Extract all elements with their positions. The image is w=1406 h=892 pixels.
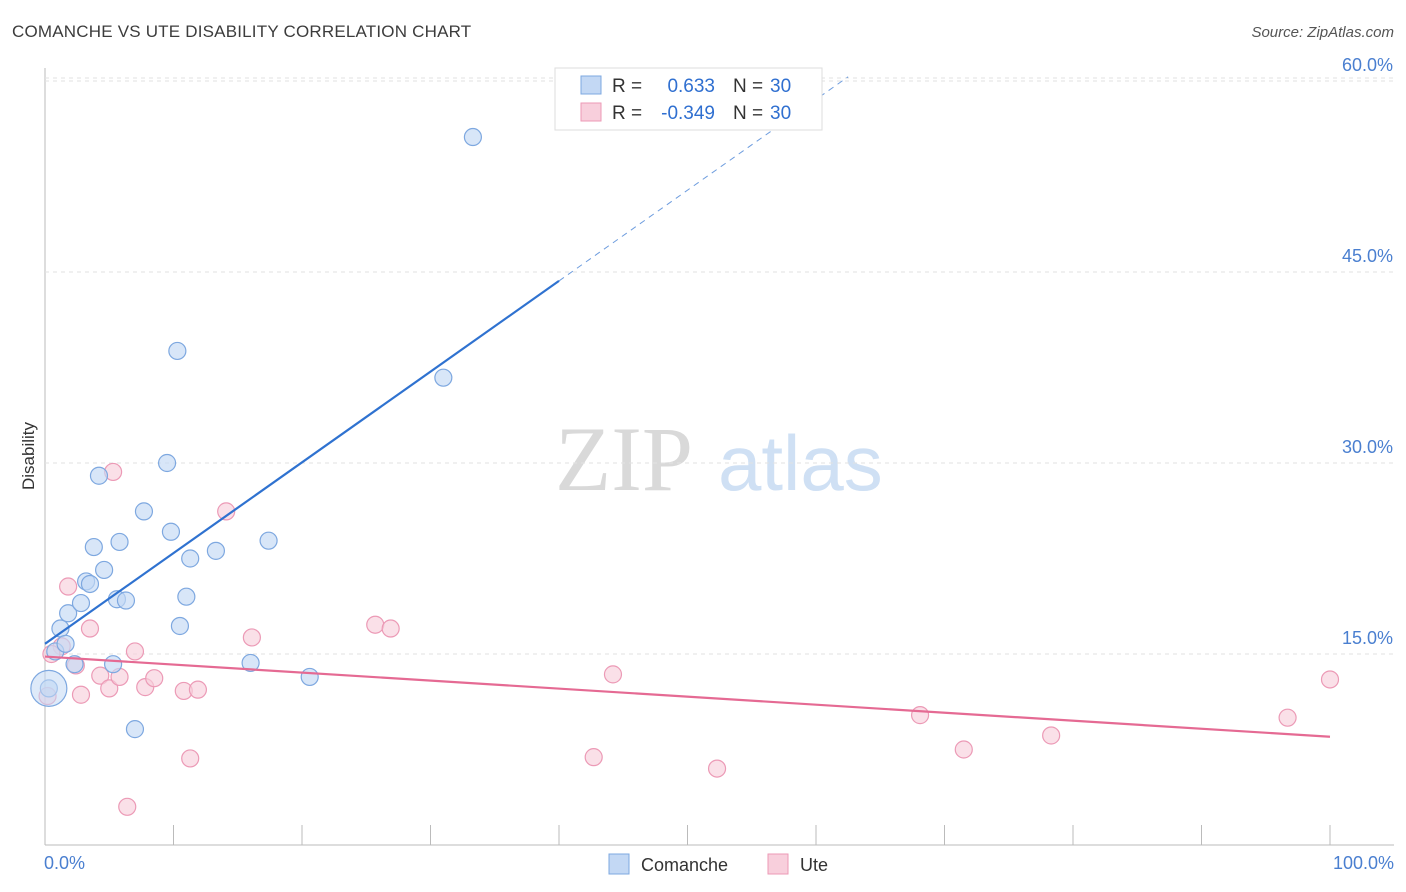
y-tick-label: 45.0% bbox=[1342, 246, 1393, 266]
comanche-point bbox=[59, 604, 78, 623]
comanche-point bbox=[56, 634, 75, 653]
x-ticks bbox=[44, 825, 1331, 845]
legend-r-value-ute: -0.349 bbox=[661, 103, 715, 124]
comanche-points bbox=[30, 127, 483, 739]
x-tick-label-min: 0.0% bbox=[44, 853, 85, 873]
comanche-point bbox=[110, 532, 129, 552]
legend-swatch-comanche bbox=[580, 75, 602, 95]
series-legend-swatch-comanche bbox=[608, 853, 630, 875]
comanche-point bbox=[71, 593, 91, 613]
legend-r-label: R = bbox=[612, 76, 642, 97]
ute-point bbox=[145, 669, 164, 688]
comanche-point bbox=[84, 537, 103, 557]
ute-point bbox=[603, 665, 623, 684]
ute-point bbox=[242, 628, 261, 647]
legend-r-value-comanche: 0.633 bbox=[667, 76, 715, 97]
watermark: ZIP atlas bbox=[555, 408, 883, 510]
comanche-trend-line bbox=[44, 280, 560, 645]
comanche-point bbox=[206, 541, 226, 560]
ute-point bbox=[59, 577, 78, 596]
comanche-point bbox=[134, 502, 154, 521]
legend-r-label: R = bbox=[612, 103, 642, 124]
comanche-point bbox=[241, 653, 260, 673]
legend-n-value-ute: 30 bbox=[770, 103, 791, 124]
comanche-point bbox=[104, 655, 123, 674]
ute-point bbox=[366, 615, 385, 634]
ute-point bbox=[584, 748, 603, 767]
ute-point bbox=[100, 679, 119, 698]
comanche-point bbox=[181, 549, 200, 568]
y-tick-label: 15.0% bbox=[1342, 628, 1393, 648]
comanche-point bbox=[95, 560, 114, 580]
series-legend: Comanche Ute bbox=[608, 853, 828, 875]
legend-swatch-ute bbox=[580, 102, 602, 122]
chart-source: Source: ZipAtlas.com bbox=[1251, 24, 1394, 41]
watermark-zip: ZIP bbox=[555, 408, 693, 510]
ute-point bbox=[125, 642, 145, 661]
comanche-point bbox=[259, 531, 278, 550]
legend-n-label: N = bbox=[733, 103, 763, 124]
ute-trend-line bbox=[44, 655, 1331, 738]
grid-layer bbox=[45, 77, 1394, 655]
series-legend-label-ute: Ute bbox=[800, 855, 828, 875]
ute-point bbox=[381, 619, 400, 638]
ute-point bbox=[80, 619, 100, 638]
ute-point bbox=[188, 680, 208, 699]
correlation-legend: R = 0.633 N = 30 R = -0.349 N = 30 bbox=[554, 67, 823, 131]
y-tick-label: 60.0% bbox=[1342, 55, 1393, 75]
comanche-point bbox=[161, 522, 181, 541]
comanche-point bbox=[177, 587, 196, 606]
comanche-point bbox=[170, 616, 190, 636]
ute-point bbox=[71, 685, 91, 704]
comanche-point bbox=[300, 667, 319, 687]
comanche-point bbox=[65, 655, 84, 674]
comanche-point bbox=[434, 368, 453, 387]
legend-n-value-comanche: 30 bbox=[770, 76, 791, 97]
comanche-point bbox=[463, 127, 483, 147]
trend-lines bbox=[44, 76, 1331, 738]
comanche-point bbox=[116, 591, 136, 610]
ute-point bbox=[217, 502, 236, 521]
y-tick-labels: 15.0% 30.0% 45.0% 60.0% bbox=[1342, 55, 1393, 648]
chart-title: COMANCHE VS UTE DISABILITY CORRELATION C… bbox=[12, 22, 472, 41]
x-tick-label-max: 100.0% bbox=[1333, 853, 1394, 873]
comanche-point bbox=[80, 574, 100, 594]
ute-point bbox=[910, 706, 930, 725]
series-legend-label-comanche: Comanche bbox=[641, 855, 728, 875]
comanche-point-large bbox=[30, 669, 68, 707]
comanche-trend-extension bbox=[558, 76, 849, 282]
comanche-point bbox=[89, 466, 109, 485]
ute-point bbox=[181, 749, 200, 768]
y-tick-label: 30.0% bbox=[1342, 437, 1393, 457]
legend-n-label: N = bbox=[733, 76, 763, 97]
comanche-point bbox=[168, 341, 187, 361]
series-legend-swatch-ute bbox=[767, 853, 789, 875]
comanche-point bbox=[125, 720, 145, 739]
y-axis-title: Disability bbox=[19, 421, 38, 490]
ute-points bbox=[38, 462, 1340, 816]
ute-point bbox=[1042, 726, 1061, 745]
ute-point bbox=[707, 759, 727, 778]
ute-point bbox=[1320, 670, 1340, 689]
ute-point bbox=[91, 666, 110, 685]
ute-point bbox=[1278, 708, 1297, 727]
ute-point bbox=[118, 797, 137, 816]
ute-point bbox=[954, 740, 973, 759]
comanche-point bbox=[157, 453, 177, 473]
